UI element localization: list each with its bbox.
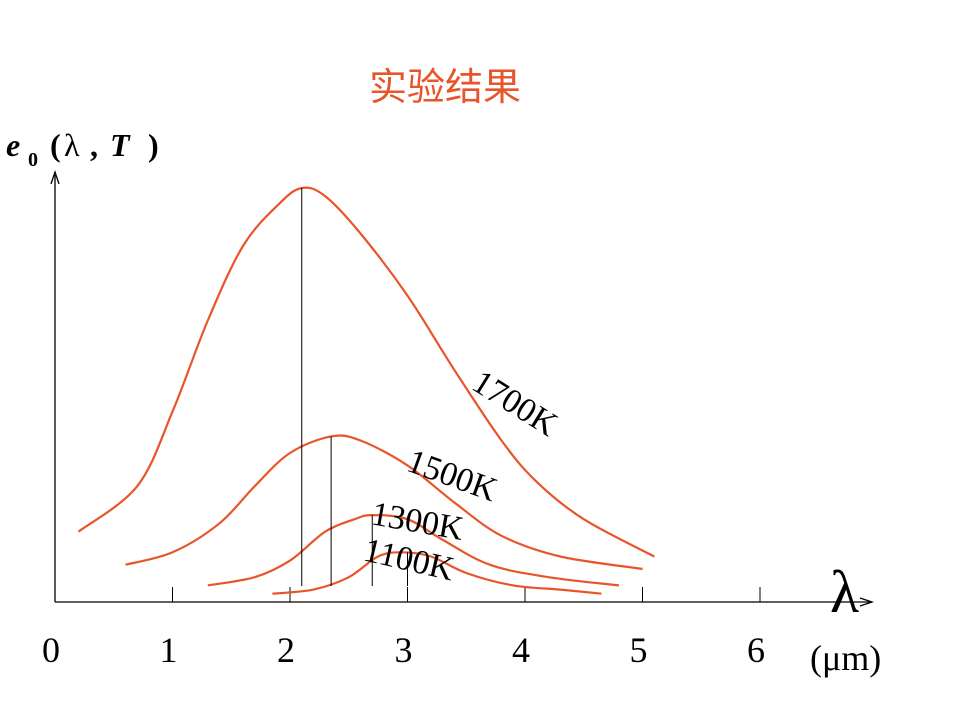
series-label-1700K: 1700K — [466, 363, 564, 444]
series-curves — [77, 186, 655, 595]
x-tick-label-2: 2 — [277, 630, 295, 670]
x-tick-labels: 0 1 2 3 4 5 6 — [42, 630, 765, 670]
curve-1700K — [77, 186, 655, 558]
x-ticks — [172, 587, 761, 602]
x-tick-label-1: 1 — [160, 630, 178, 670]
x-tick-label-0: 0 — [42, 630, 60, 670]
x-axis-arrow — [859, 597, 875, 607]
x-axis-unit: (μm) — [810, 638, 881, 678]
y-axis-arrow — [50, 169, 60, 185]
x-tick-label-4: 4 — [512, 630, 530, 670]
x-axis-symbol: λ — [830, 559, 859, 625]
series-label-1500K: 1500K — [402, 443, 502, 510]
svg-text:): ) — [148, 127, 159, 163]
page-title: 实验结果 — [368, 65, 521, 109]
svg-text:(: ( — [50, 127, 61, 163]
x-tick-label-5: 5 — [630, 630, 648, 670]
x-tick-label-3: 3 — [395, 630, 413, 670]
svg-text:,: , — [90, 127, 98, 163]
svg-text:T: T — [110, 127, 131, 163]
y-axis-label: e 0 ( λ , T ) — [6, 127, 159, 171]
x-tick-label-6: 6 — [747, 630, 765, 670]
curve-1100K — [272, 551, 602, 595]
peak-lines — [301, 188, 408, 586]
curve-1500K — [125, 434, 643, 570]
svg-text:λ: λ — [64, 127, 80, 163]
svg-text:e: e — [6, 127, 20, 163]
svg-text:0: 0 — [28, 149, 38, 171]
